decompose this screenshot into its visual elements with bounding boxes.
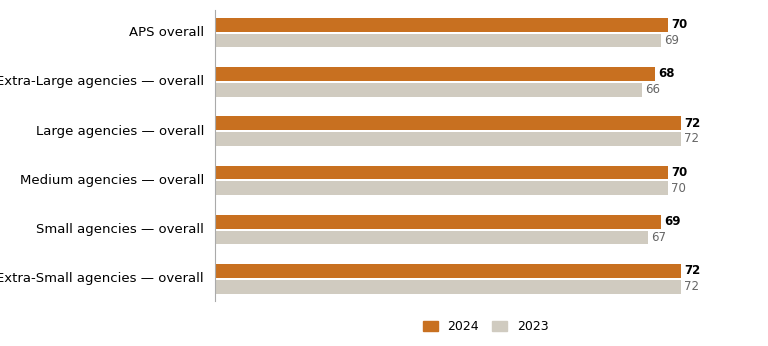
Text: 72: 72 xyxy=(684,280,699,293)
Bar xyxy=(215,230,648,244)
Text: 70: 70 xyxy=(671,18,687,31)
Bar xyxy=(215,116,680,130)
Bar xyxy=(215,264,680,278)
Text: 69: 69 xyxy=(664,215,681,228)
Bar xyxy=(215,18,667,31)
Bar xyxy=(215,83,642,97)
Text: 72: 72 xyxy=(684,117,700,130)
Text: 70: 70 xyxy=(671,182,686,195)
Text: 67: 67 xyxy=(651,231,667,244)
Text: 69: 69 xyxy=(664,34,680,47)
Bar xyxy=(215,165,667,179)
Text: 68: 68 xyxy=(658,67,674,80)
Bar xyxy=(215,132,680,146)
Bar xyxy=(215,215,661,229)
Legend: 2024, 2023: 2024, 2023 xyxy=(418,315,553,338)
Text: 66: 66 xyxy=(645,83,660,96)
Text: 70: 70 xyxy=(671,166,687,179)
Text: 72: 72 xyxy=(684,264,700,277)
Bar xyxy=(215,34,661,47)
Bar xyxy=(215,67,655,81)
Bar xyxy=(215,280,680,294)
Bar xyxy=(215,181,667,195)
Text: 72: 72 xyxy=(684,133,699,145)
